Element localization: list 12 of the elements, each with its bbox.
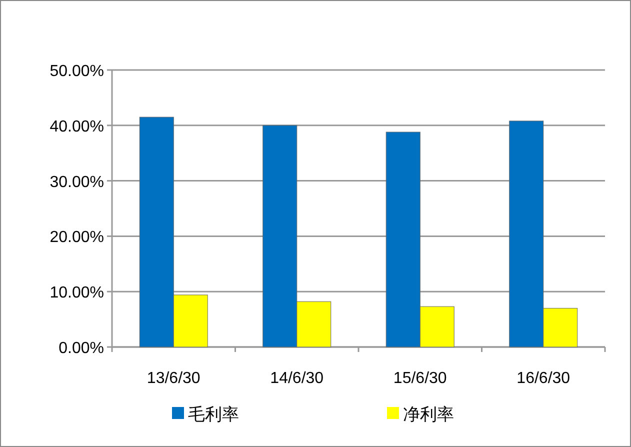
x-tick-label: 15/6/30 <box>393 370 447 387</box>
y-tick-label: 0.00% <box>58 340 104 357</box>
x-tick-label: 13/6/30 <box>146 370 200 387</box>
x-tick-label: 16/6/30 <box>516 370 570 387</box>
legend-label: 毛利率 <box>188 405 239 424</box>
x-tick-label: 14/6/30 <box>270 370 324 387</box>
y-tick-label: 40.00% <box>50 118 104 136</box>
y-tick-label: 50.00% <box>50 63 104 80</box>
y-tick-label: 10.00% <box>50 284 104 302</box>
legend-label: 净利率 <box>403 405 454 424</box>
y-tick-label: 20.00% <box>50 229 104 246</box>
y-tick-label: 30.00% <box>50 174 104 191</box>
